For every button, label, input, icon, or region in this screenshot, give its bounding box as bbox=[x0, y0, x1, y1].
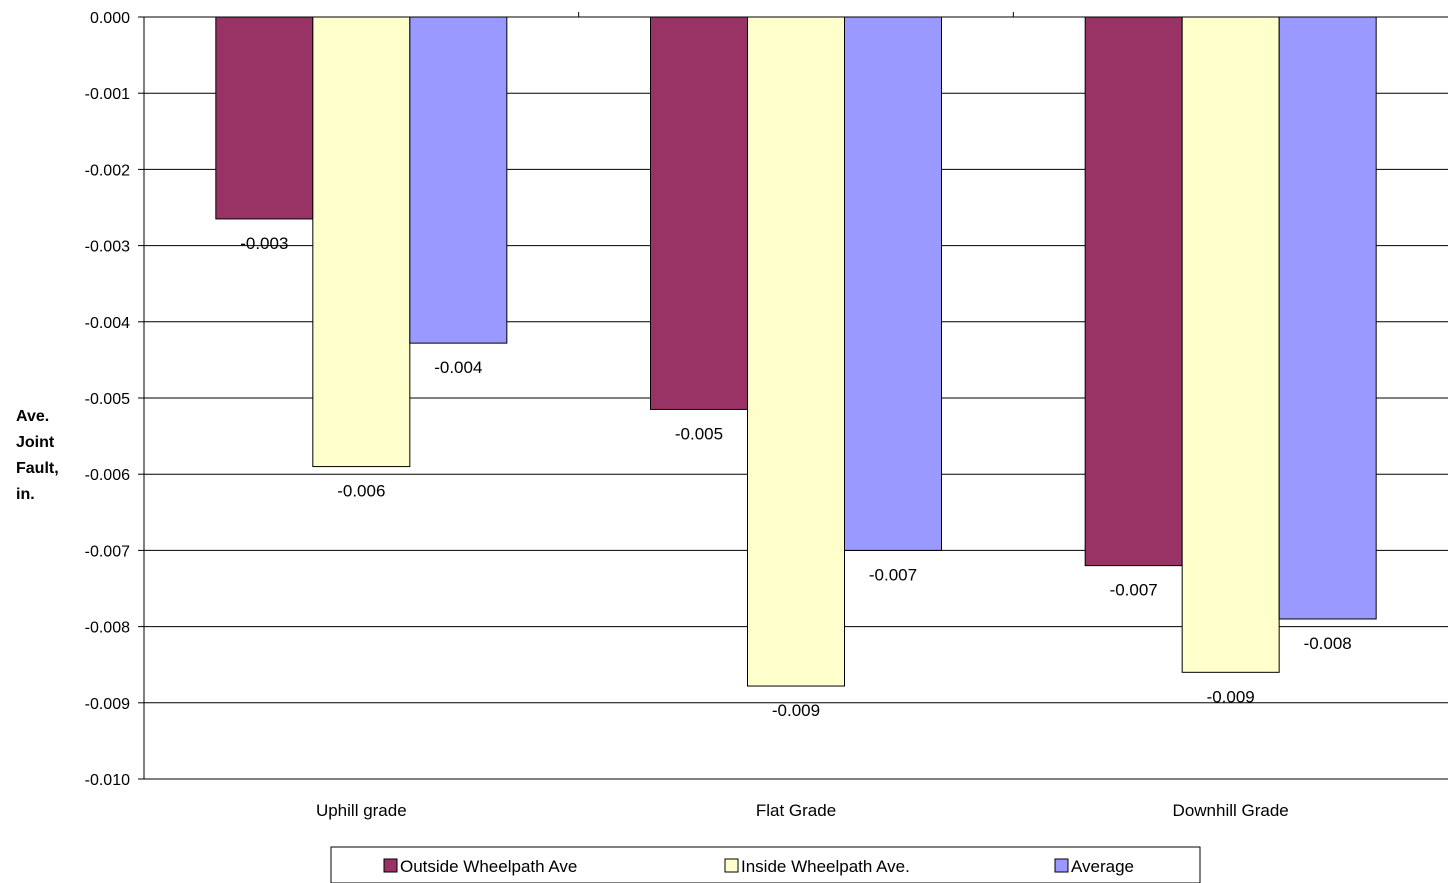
x-category-label: Downhill Grade bbox=[1173, 801, 1289, 820]
axes: 0.000-0.001-0.002-0.003-0.004-0.005-0.00… bbox=[85, 10, 1448, 820]
y-tick-label: -0.010 bbox=[85, 772, 130, 789]
y-tick-label: -0.007 bbox=[85, 543, 130, 560]
legend-label: Average bbox=[1071, 857, 1134, 876]
bar bbox=[215, 16, 314, 220]
data-label: -0.007 bbox=[869, 565, 917, 584]
y-tick-label: -0.005 bbox=[85, 391, 130, 408]
bar bbox=[1181, 16, 1280, 673]
y-tick-label: -0.001 bbox=[85, 86, 130, 103]
data-labels: -0.003 -0.006 -0.004 -0.005 -0.009 -0.007 -0.0… bbox=[240, 234, 1352, 720]
data-label: -0.006 bbox=[337, 482, 385, 501]
y-tick-label: -0.009 bbox=[85, 696, 130, 713]
bar bbox=[844, 16, 942, 551]
legend-swatch bbox=[1054, 858, 1069, 873]
y-axis-label-line: Ave. bbox=[16, 408, 49, 425]
legend-label: Inside Wheelpath Ave. bbox=[741, 857, 910, 876]
y-axis-label-line: Joint bbox=[16, 434, 55, 451]
bar bbox=[747, 16, 845, 687]
y-axis-label-line: in. bbox=[16, 486, 35, 503]
y-axis-label: Ave. Joint Fault, in. bbox=[16, 408, 59, 503]
y-tick-label: -0.003 bbox=[85, 239, 130, 256]
bar bbox=[1278, 16, 1377, 620]
data-label: -0.004 bbox=[434, 358, 482, 377]
data-label: -0.008 bbox=[1304, 634, 1352, 653]
data-label: -0.007 bbox=[1110, 581, 1158, 600]
x-category-label: Flat Grade bbox=[756, 801, 836, 820]
y-tick-label: -0.008 bbox=[85, 620, 130, 637]
bar bbox=[312, 16, 411, 468]
data-label: -0.009 bbox=[772, 701, 820, 720]
bar bbox=[1084, 16, 1183, 567]
data-label: -0.009 bbox=[1207, 687, 1255, 706]
legend-swatch bbox=[724, 858, 739, 873]
y-tick-label: -0.006 bbox=[85, 467, 130, 484]
data-label: -0.005 bbox=[675, 424, 723, 443]
bar bbox=[409, 16, 508, 344]
legend-swatch bbox=[383, 858, 398, 873]
y-tick-label: -0.004 bbox=[85, 315, 130, 332]
legend-label: Outside Wheelpath Ave bbox=[400, 857, 577, 876]
bar bbox=[650, 16, 748, 410]
y-axis-label-line: Fault, bbox=[16, 460, 59, 477]
data-label: -0.003 bbox=[240, 234, 288, 253]
legend: Outside Wheelpath Ave Inside Wheelpath Av… bbox=[330, 846, 1201, 883]
y-tick-label: -0.002 bbox=[85, 162, 130, 179]
x-category-label: Uphill grade bbox=[316, 801, 407, 820]
y-tick-label: 0.000 bbox=[90, 10, 130, 27]
bars bbox=[215, 16, 1377, 687]
